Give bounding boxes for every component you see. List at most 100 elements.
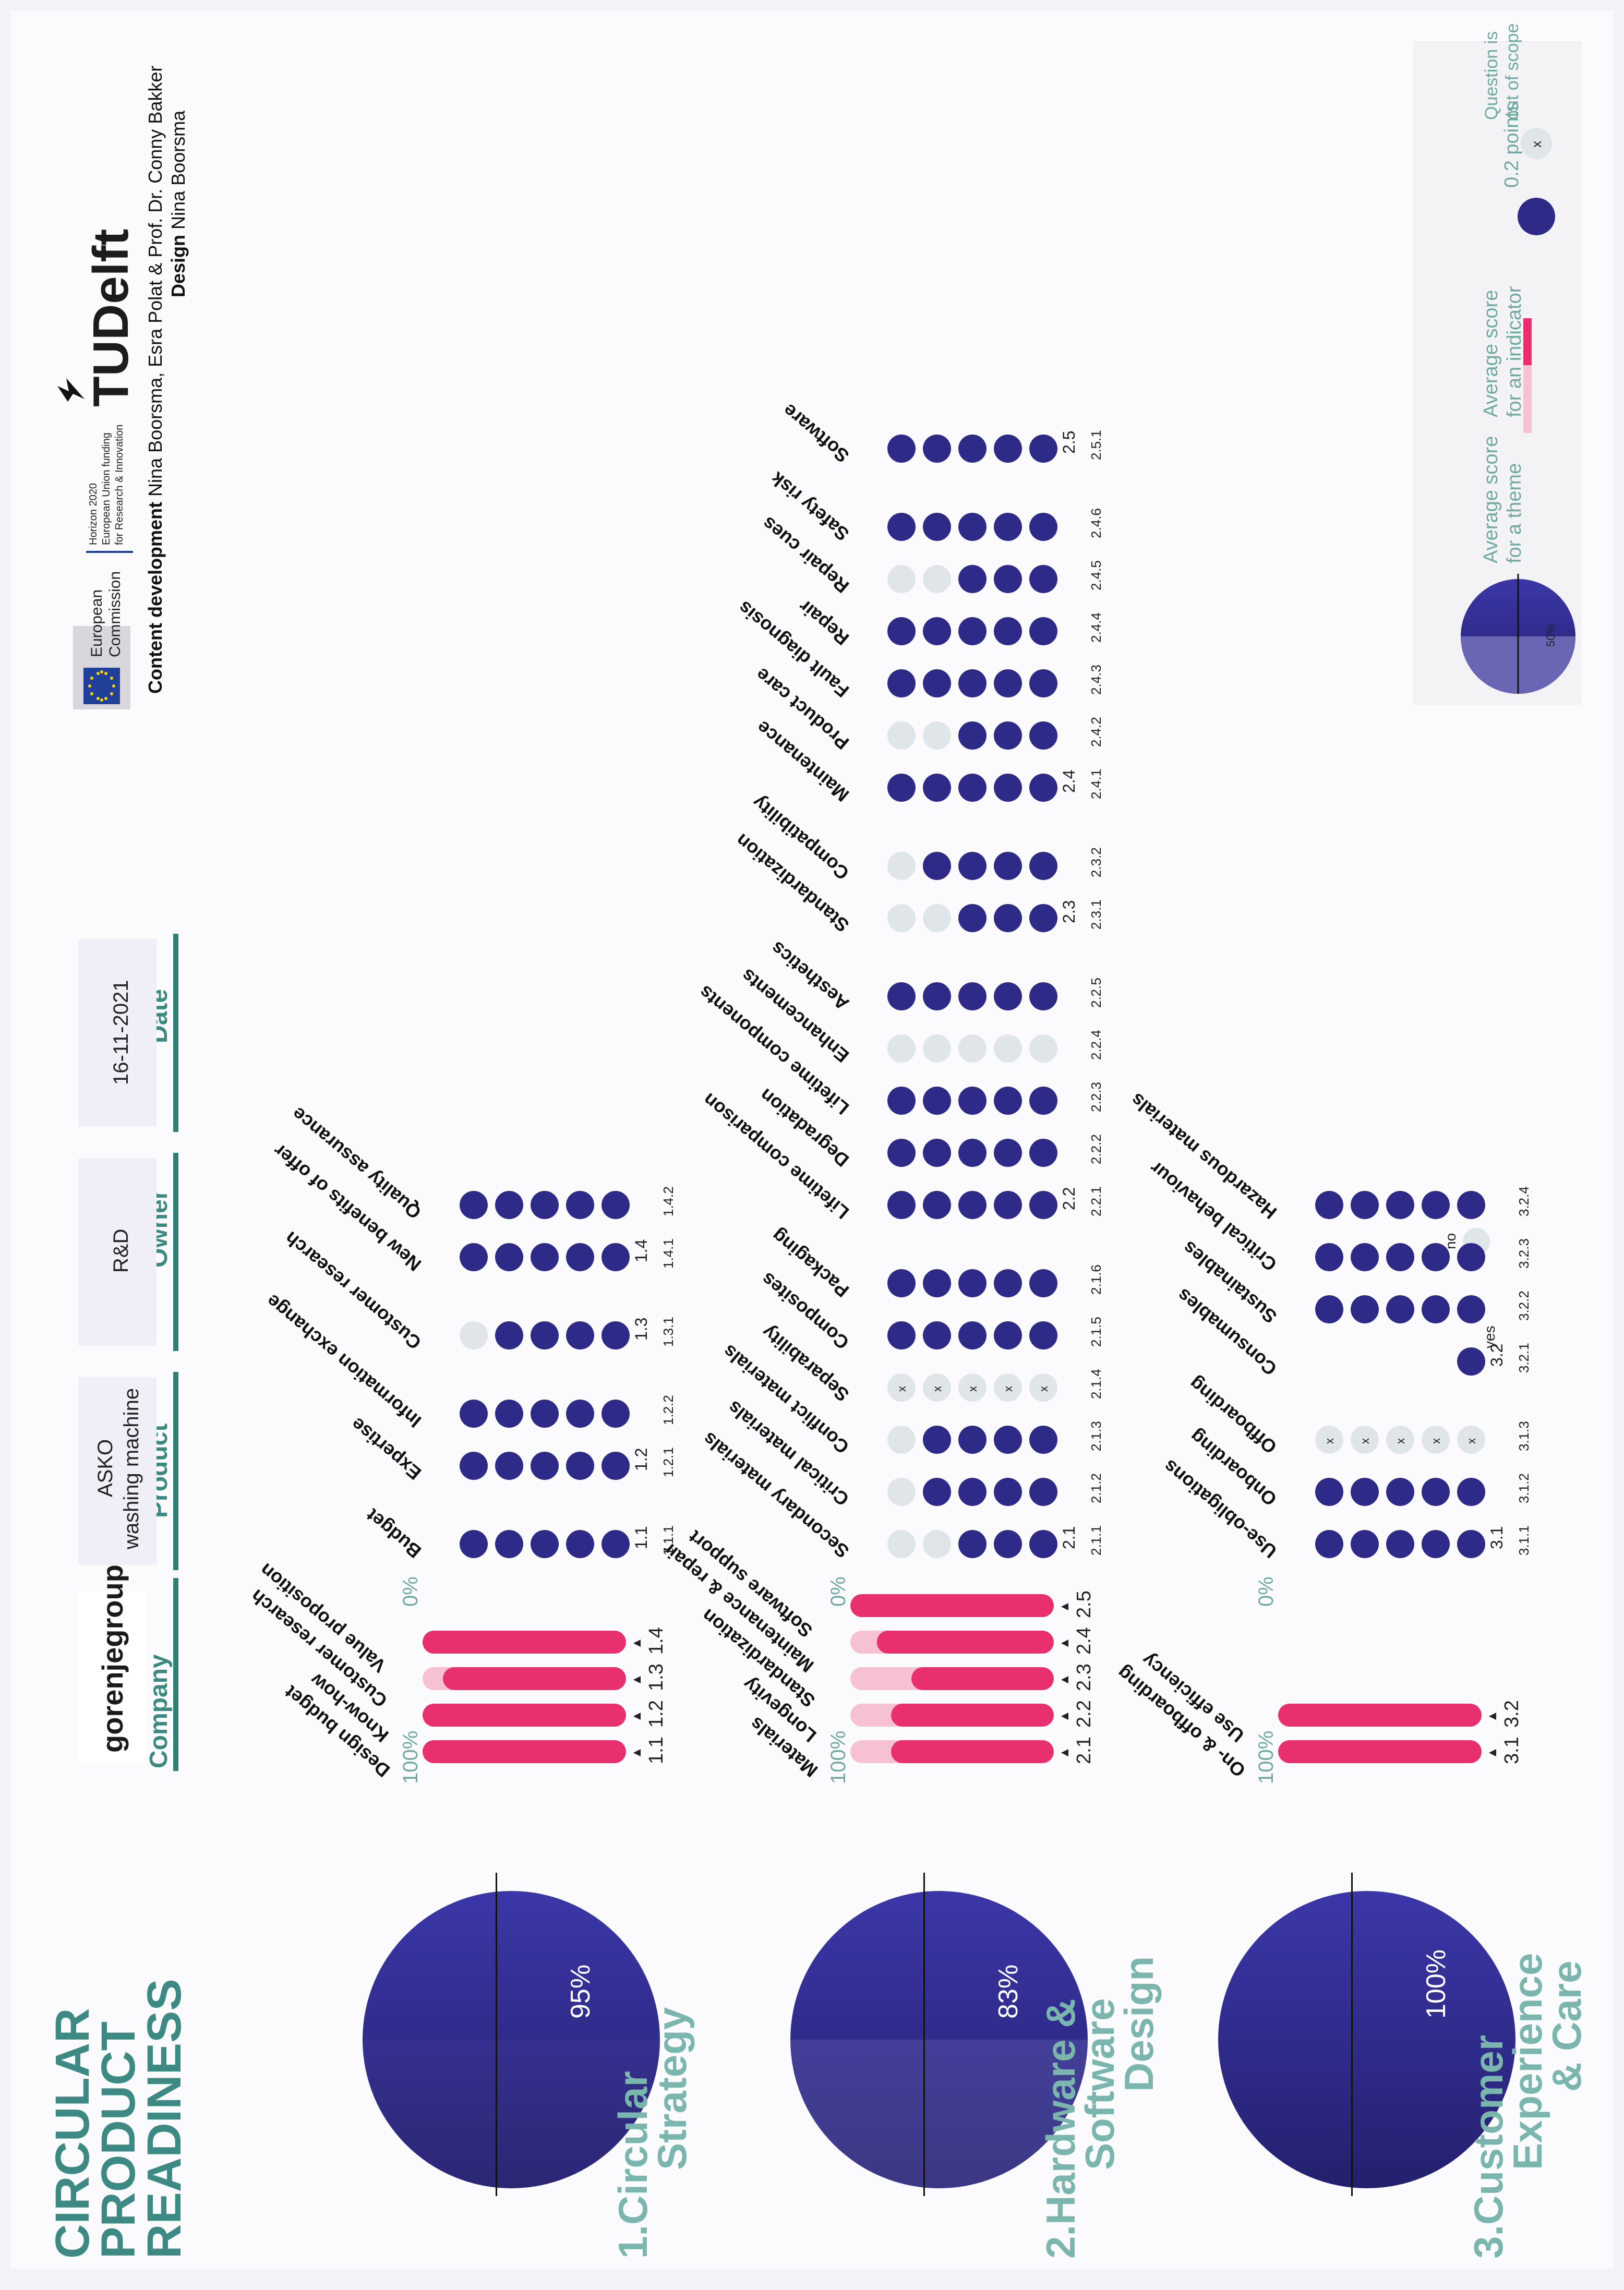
legend-example-pct: 50% [1544, 624, 1557, 647]
question-dot [1457, 1295, 1485, 1323]
theme-score-unfilled [790, 2040, 1088, 2188]
company-label: Company [145, 1654, 173, 1768]
question-dot [566, 1321, 594, 1349]
question-code: 3.2.2 [1516, 1291, 1532, 1321]
question-x-mark: x [1037, 1386, 1050, 1392]
question-dot [923, 435, 951, 463]
question-dot [1386, 1426, 1414, 1454]
question-dot [531, 1400, 559, 1428]
owner-box [78, 1158, 157, 1346]
question-dot [958, 1034, 987, 1063]
indicator-code: 2.2 [1060, 1187, 1078, 1210]
question-code: 2.4.3 [1088, 665, 1104, 695]
question-name: Budget [362, 1504, 425, 1562]
question-code: 3.1.1 [1516, 1525, 1532, 1556]
question-dot [887, 1530, 916, 1558]
question-dot [531, 1191, 559, 1219]
question-dot [994, 513, 1022, 541]
question-dot [602, 1452, 630, 1480]
question-dot [460, 1191, 488, 1219]
question-dot [958, 1373, 987, 1402]
question-dot [1351, 1191, 1379, 1219]
question-dot [958, 1191, 987, 1219]
question-dot [1029, 669, 1057, 697]
indicator-bar-arrow: ▲ [1057, 1637, 1072, 1649]
indicator-bar-arrow: ▲ [630, 1710, 644, 1722]
question-dot [1315, 1243, 1343, 1271]
question-name: Use-obligations [1159, 1455, 1281, 1562]
question-dot [923, 1530, 951, 1558]
date-value: 16-11-2021 [110, 980, 133, 1085]
question-dot [460, 1530, 488, 1558]
question-dot [887, 852, 916, 880]
question-dot [1029, 774, 1057, 802]
question-code: 3.2.4 [1516, 1186, 1532, 1216]
indicator-code: 1.1 [632, 1526, 651, 1549]
question-dot [958, 513, 987, 541]
eu-line-1: European [88, 589, 105, 657]
question-dot [1029, 1321, 1057, 1349]
question-dot [1351, 1243, 1379, 1271]
question-dot [994, 1321, 1022, 1349]
question-dot [1422, 1191, 1450, 1219]
question-code: 1.2.2 [660, 1395, 676, 1425]
question-dot [958, 1321, 987, 1349]
question-code: 3.2.3 [1516, 1238, 1532, 1269]
question-dot [923, 1478, 951, 1506]
question-dot [958, 1426, 987, 1454]
question-dot [1029, 1426, 1057, 1454]
theme-score-circle [363, 1891, 660, 2188]
question-dot [887, 1034, 916, 1063]
question-dot [887, 617, 916, 645]
question-dot [923, 1087, 951, 1115]
indicator-code: 3.1 [1487, 1526, 1506, 1549]
question-x-mark: x [1429, 1438, 1442, 1444]
question-code: 2.4.5 [1088, 560, 1104, 590]
question-dot [958, 721, 987, 750]
indicator-bar [891, 1740, 1054, 1763]
question-name: Standardization [731, 829, 853, 936]
question-dot [994, 1139, 1022, 1167]
indicator-bar-arrow: ▲ [1057, 1710, 1072, 1722]
poster-title-line-1: CIRCULAR [46, 2008, 99, 2259]
question-code: 2.2.5 [1088, 978, 1104, 1008]
question-name: Software [778, 400, 853, 467]
legend: 50% Average score for a theme Average sc… [1413, 23, 1581, 705]
theme-title-line-2: Software [1077, 1998, 1123, 2170]
indicator-bar [443, 1667, 626, 1690]
legend-indicator-bar [1523, 318, 1532, 365]
question-dot [923, 1139, 951, 1167]
question-code: 2.1.4 [1088, 1369, 1104, 1399]
question-dot [1457, 1243, 1485, 1271]
question-dot [887, 1426, 916, 1454]
poster-title-line-2: PRODUCT [92, 2021, 145, 2259]
legend-points-label: 0.2 points [1501, 102, 1523, 188]
theme-scale-bottom: 0% [827, 1576, 850, 1607]
question-dot [1315, 1295, 1343, 1323]
indicator-bar [876, 1631, 1054, 1654]
question-x-mark: x [1394, 1438, 1407, 1444]
question-dot [566, 1452, 594, 1480]
theme-title-line-1: 2.Hardware & [1038, 1998, 1084, 2259]
question-name: Fault diagnosis [734, 597, 853, 702]
indicator-bar-arrow: ▲ [1057, 1746, 1072, 1759]
question-dot [602, 1243, 630, 1271]
question-dot [495, 1400, 523, 1428]
question-dot [1457, 1426, 1485, 1454]
question-x-mark: x [895, 1386, 908, 1392]
question-dot [887, 721, 916, 750]
question-code: 3.2.1 [1516, 1343, 1532, 1373]
question-dot [1315, 1478, 1343, 1506]
indicator-bar-code: 3.1 [1501, 1737, 1523, 1764]
question-dot [566, 1530, 594, 1558]
question-dot [994, 982, 1022, 1010]
indicator-code: 2.1 [1060, 1526, 1078, 1549]
indicator-bar-arrow: ▲ [1485, 1746, 1499, 1759]
question-dot [887, 1087, 916, 1115]
question-dot [1029, 1191, 1057, 1219]
question-dot [1351, 1530, 1379, 1558]
theme-score-unfilled [363, 2040, 660, 2188]
question-dot [958, 435, 987, 463]
question-dot [1386, 1478, 1414, 1506]
date-box [78, 939, 157, 1127]
